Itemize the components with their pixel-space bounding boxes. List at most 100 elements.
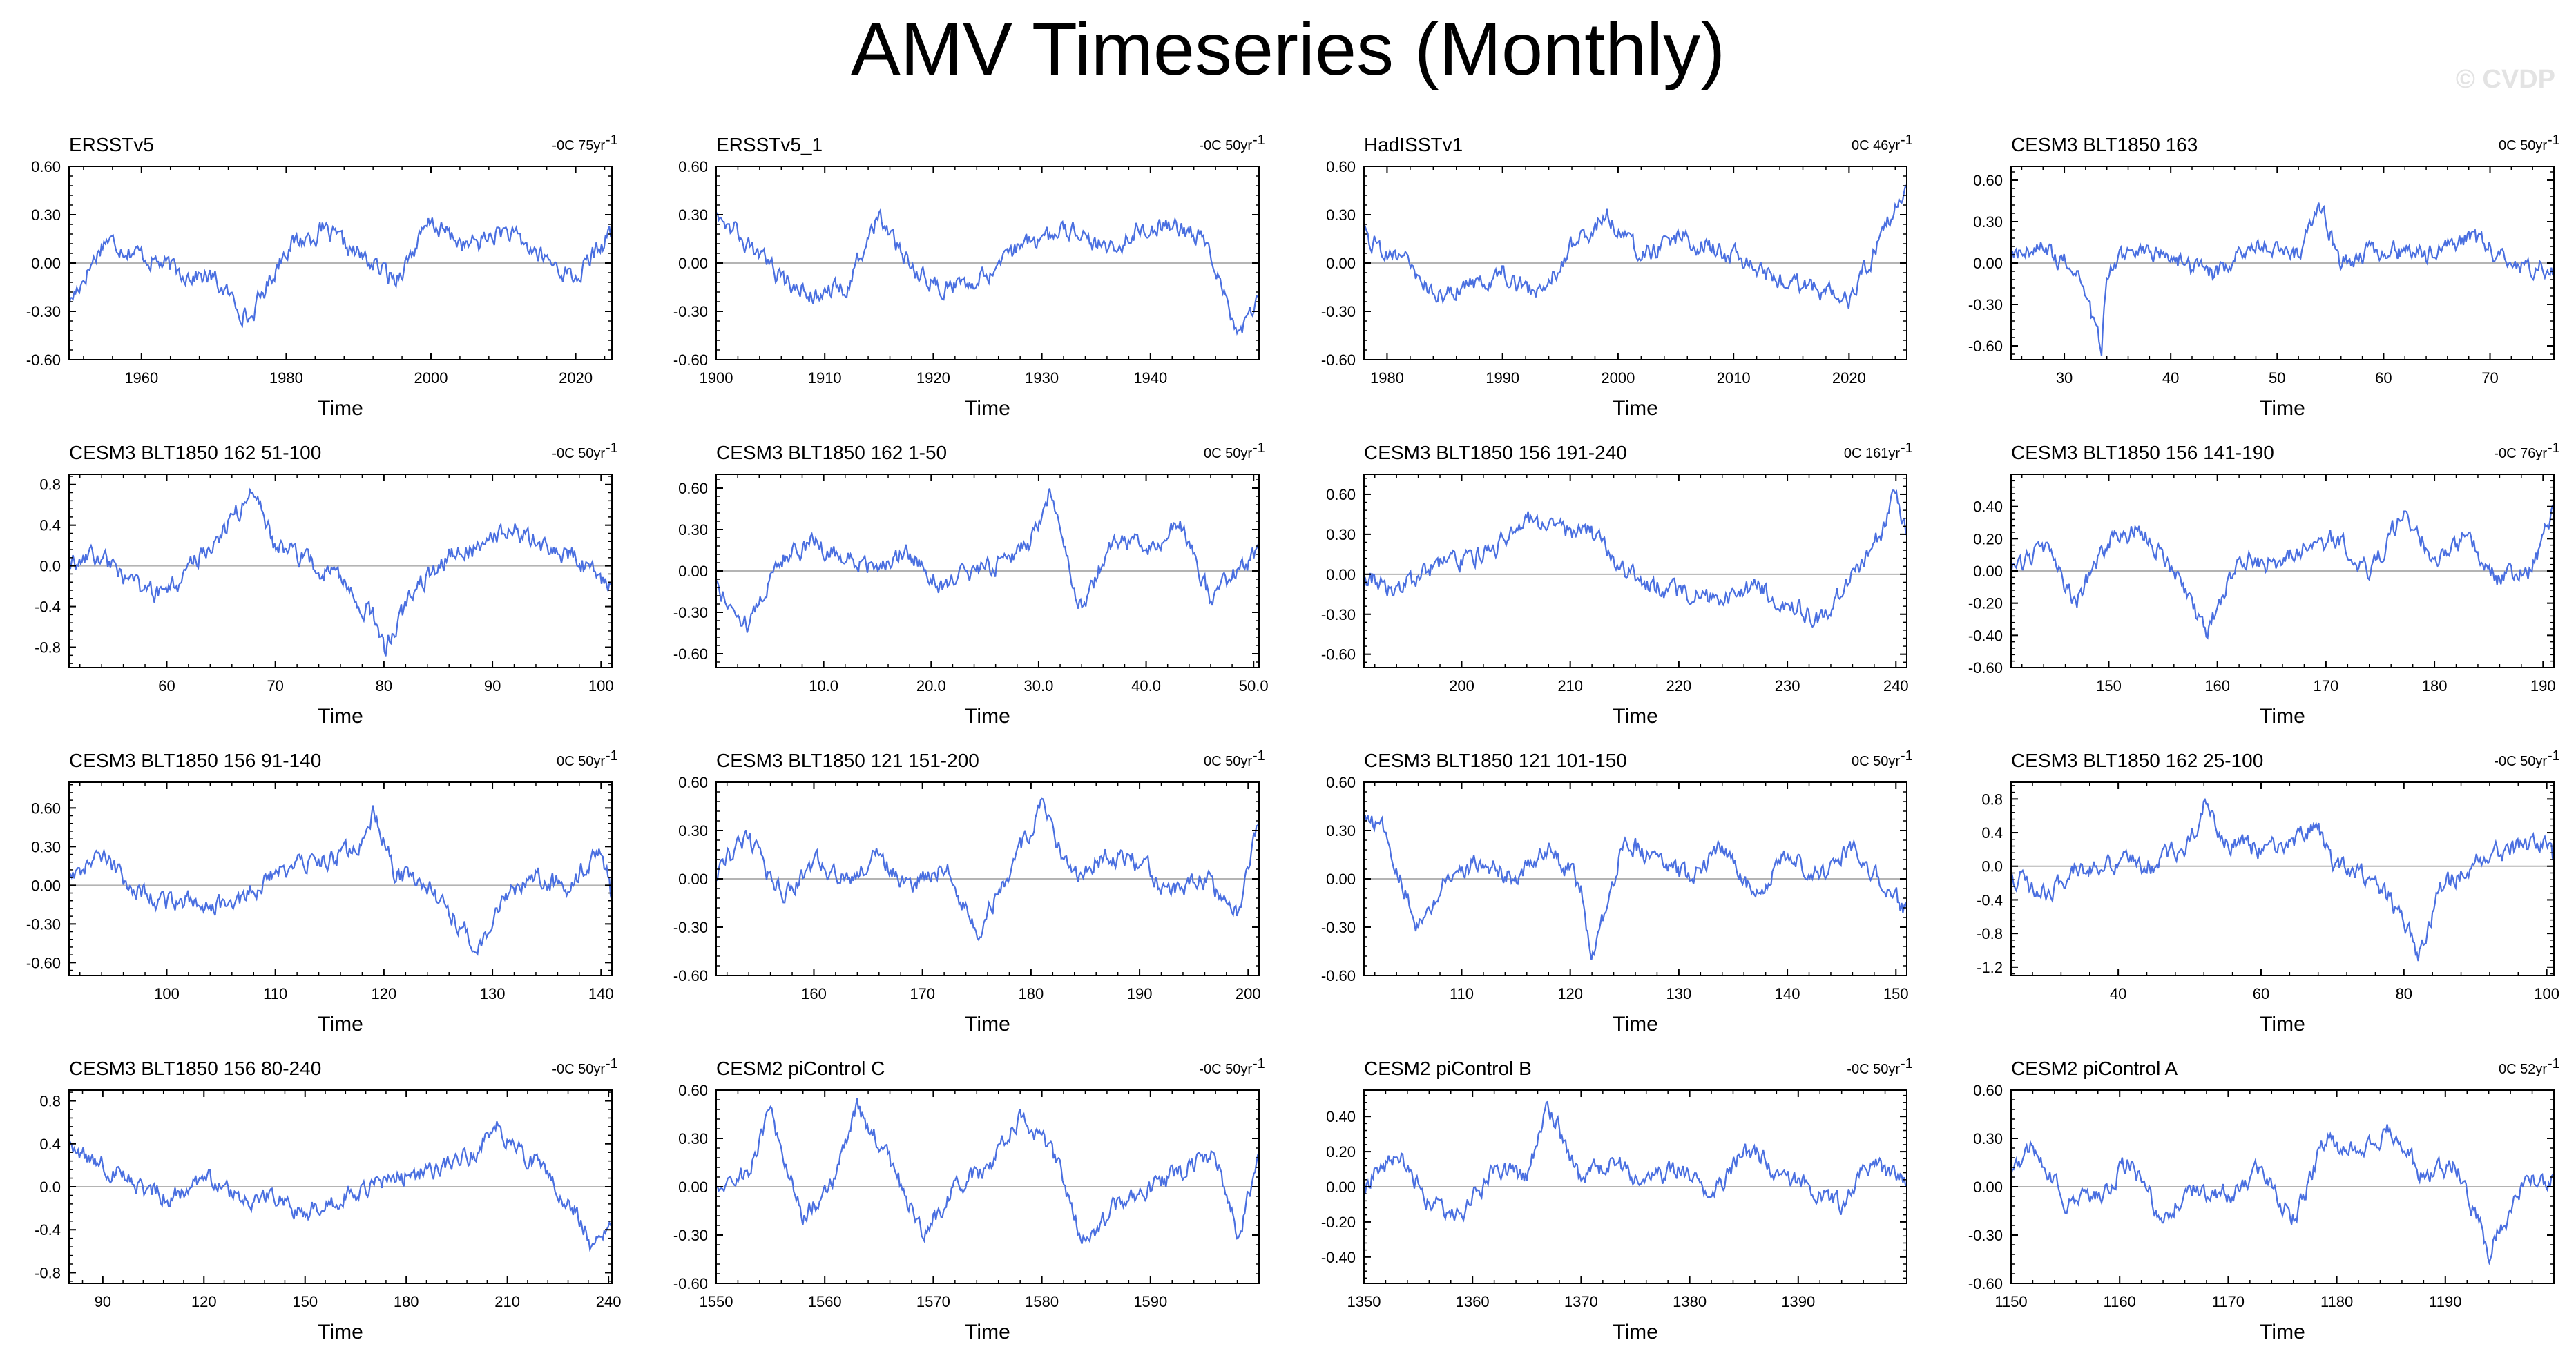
trend-exponent: -1 <box>1901 748 1913 764</box>
series-line <box>715 488 1260 633</box>
y-tick-label: 0.00 <box>31 255 61 272</box>
chart-panel-9: CESM3 BLT1850 156 91-140 0C 50yr -1 -0.60 -0… <box>26 748 618 1036</box>
x-tick-label: 130 <box>1666 985 1692 1002</box>
trend-label: -0C 50yr <box>552 446 605 461</box>
y-tick-label: -0.30 <box>673 604 708 621</box>
chart-panel-1: ERSSTv5 -0C 75yr -1 -0.60 -0.30 0.00 0.30 0.60 1… <box>26 133 618 420</box>
trend-label: -0C 50yr <box>2494 754 2547 769</box>
trend-label: -0C 50yr <box>1199 1062 1252 1077</box>
chart-panel-10: CESM3 BLT1850 121 151-200 0C 50yr -1 -0.60 -… <box>673 748 1265 1036</box>
y-tick-label: -0.30 <box>1968 296 2003 313</box>
x-tick-label: 1990 <box>1486 369 1519 387</box>
panel-title: CESM3 BLT1850 121 101-150 <box>1364 750 1627 771</box>
y-tick-label: -0.30 <box>673 303 708 320</box>
series-line <box>1363 489 1908 628</box>
panel-title: ERSSTv5 <box>69 134 154 155</box>
y-tick-label: -0.60 <box>1968 1275 2003 1292</box>
y-tick-label: 0.30 <box>1326 206 1356 224</box>
y-tick-label: -0.30 <box>26 303 61 320</box>
x-axis-label: Time <box>1613 1013 1658 1036</box>
y-tick-label: 0.30 <box>678 822 708 839</box>
x-axis-label: Time <box>318 1321 363 1343</box>
y-tick-label: -0.20 <box>1321 1214 1356 1231</box>
series-line <box>68 487 613 657</box>
trend-exponent: -1 <box>1901 133 1913 148</box>
plot-frame <box>1363 474 1907 668</box>
x-tick-label: 80 <box>376 677 392 695</box>
x-tick-label: 110 <box>1450 985 1474 1002</box>
y-tick-label: -1.2 <box>1977 959 2003 976</box>
x-tick-label: 200 <box>1236 985 1261 1002</box>
x-tick-label: 140 <box>588 985 614 1002</box>
x-axis-label: Time <box>318 397 363 420</box>
y-tick-label: 0.60 <box>1326 774 1356 791</box>
x-tick-label: 1570 <box>916 1293 950 1310</box>
y-tick-label: -0.60 <box>1321 646 1356 663</box>
panel-title: CESM3 BLT1850 156 191-240 <box>1364 442 1627 463</box>
y-tick-label: 0.0 <box>39 1178 61 1196</box>
y-tick-label: 0.60 <box>1326 486 1356 503</box>
y-tick-label: 0.60 <box>31 799 61 817</box>
y-tick-label: -0.60 <box>673 1275 708 1292</box>
watermark: © CVDP <box>2455 65 2555 94</box>
trend-label: 0C 50yr <box>2499 138 2547 153</box>
x-axis-label: Time <box>2260 397 2305 420</box>
x-axis-label: Time <box>318 1013 363 1036</box>
x-tick-label: 120 <box>1557 985 1583 1002</box>
y-tick-label: -0.60 <box>1321 967 1356 984</box>
x-tick-label: 40 <box>2162 369 2179 387</box>
y-tick-label: 0.00 <box>678 255 708 272</box>
x-tick-label: 210 <box>494 1293 520 1310</box>
x-tick-label: 120 <box>372 985 397 1002</box>
x-tick-label: 1980 <box>1370 369 1404 387</box>
y-tick-label: -0.4 <box>35 599 61 616</box>
trend-label: 0C 50yr <box>1204 754 1252 769</box>
x-tick-label: 170 <box>2314 677 2339 695</box>
x-tick-label: 20.0 <box>916 677 946 695</box>
plot-frame <box>68 474 613 668</box>
x-tick-label: 240 <box>596 1293 622 1310</box>
x-tick-label: 90 <box>484 677 501 695</box>
x-tick-label: 1160 <box>2104 1293 2136 1310</box>
panel-title: HadISSTv1 <box>1364 134 1463 155</box>
chart-panel-12: CESM3 BLT1850 162 25-100 -0C 50yr -1 -1.2 -0… <box>1977 748 2560 1036</box>
trend-exponent: -1 <box>1253 748 1265 764</box>
chart-panel-13: CESM3 BLT1850 156 80-240 -0C 50yr -1 -0.8 -0… <box>35 1056 621 1343</box>
x-tick-label: 100 <box>154 985 180 1002</box>
y-tick-label: -0.8 <box>35 1264 61 1281</box>
x-tick-label: 60 <box>2375 369 2392 387</box>
y-tick-label: -0.60 <box>1321 351 1356 369</box>
x-tick-label: 230 <box>1775 677 1800 695</box>
x-tick-label: 1550 <box>700 1293 733 1310</box>
trend-exponent: -1 <box>1253 440 1265 456</box>
trend-exponent: -1 <box>606 1056 618 1071</box>
x-tick-label: 60 <box>158 677 175 695</box>
x-tick-label: 180 <box>2422 677 2448 695</box>
y-tick-label: -0.8 <box>1977 925 2003 942</box>
y-tick-label: 0.60 <box>1326 158 1356 175</box>
x-tick-label: 1910 <box>808 369 842 387</box>
x-tick-label: 1390 <box>1781 1293 1815 1310</box>
x-axis-label: Time <box>1613 397 1658 420</box>
y-tick-label: 0.30 <box>1973 213 2003 231</box>
y-tick-label: 0.60 <box>678 480 708 497</box>
y-tick-label: 0.00 <box>1326 1178 1356 1196</box>
x-tick-label: 190 <box>2530 677 2556 695</box>
y-tick-label: 0.00 <box>678 871 708 888</box>
x-tick-label: 120 <box>191 1293 217 1310</box>
y-tick-label: -0.4 <box>35 1221 61 1239</box>
x-tick-label: 1560 <box>808 1293 842 1310</box>
trend-label: -0C 75yr <box>552 138 605 153</box>
panel-title: CESM3 BLT1850 121 151-200 <box>716 750 979 771</box>
x-tick-label: 2020 <box>559 369 593 387</box>
trend-exponent: -1 <box>1901 1056 1913 1071</box>
y-tick-label: -0.30 <box>673 1227 708 1244</box>
y-tick-label: 0.00 <box>1973 1178 2003 1196</box>
y-tick-label: 0.30 <box>678 1130 708 1147</box>
x-tick-label: 180 <box>1019 985 1044 1002</box>
y-tick-label: 0.30 <box>678 521 708 538</box>
x-tick-label: 1940 <box>1133 369 1167 387</box>
chart-panel-6: CESM3 BLT1850 162 1-50 0C 50yr -1 -0.60 -0.3… <box>673 440 1269 728</box>
trend-exponent: -1 <box>606 440 618 456</box>
y-tick-label: -0.8 <box>35 639 61 657</box>
